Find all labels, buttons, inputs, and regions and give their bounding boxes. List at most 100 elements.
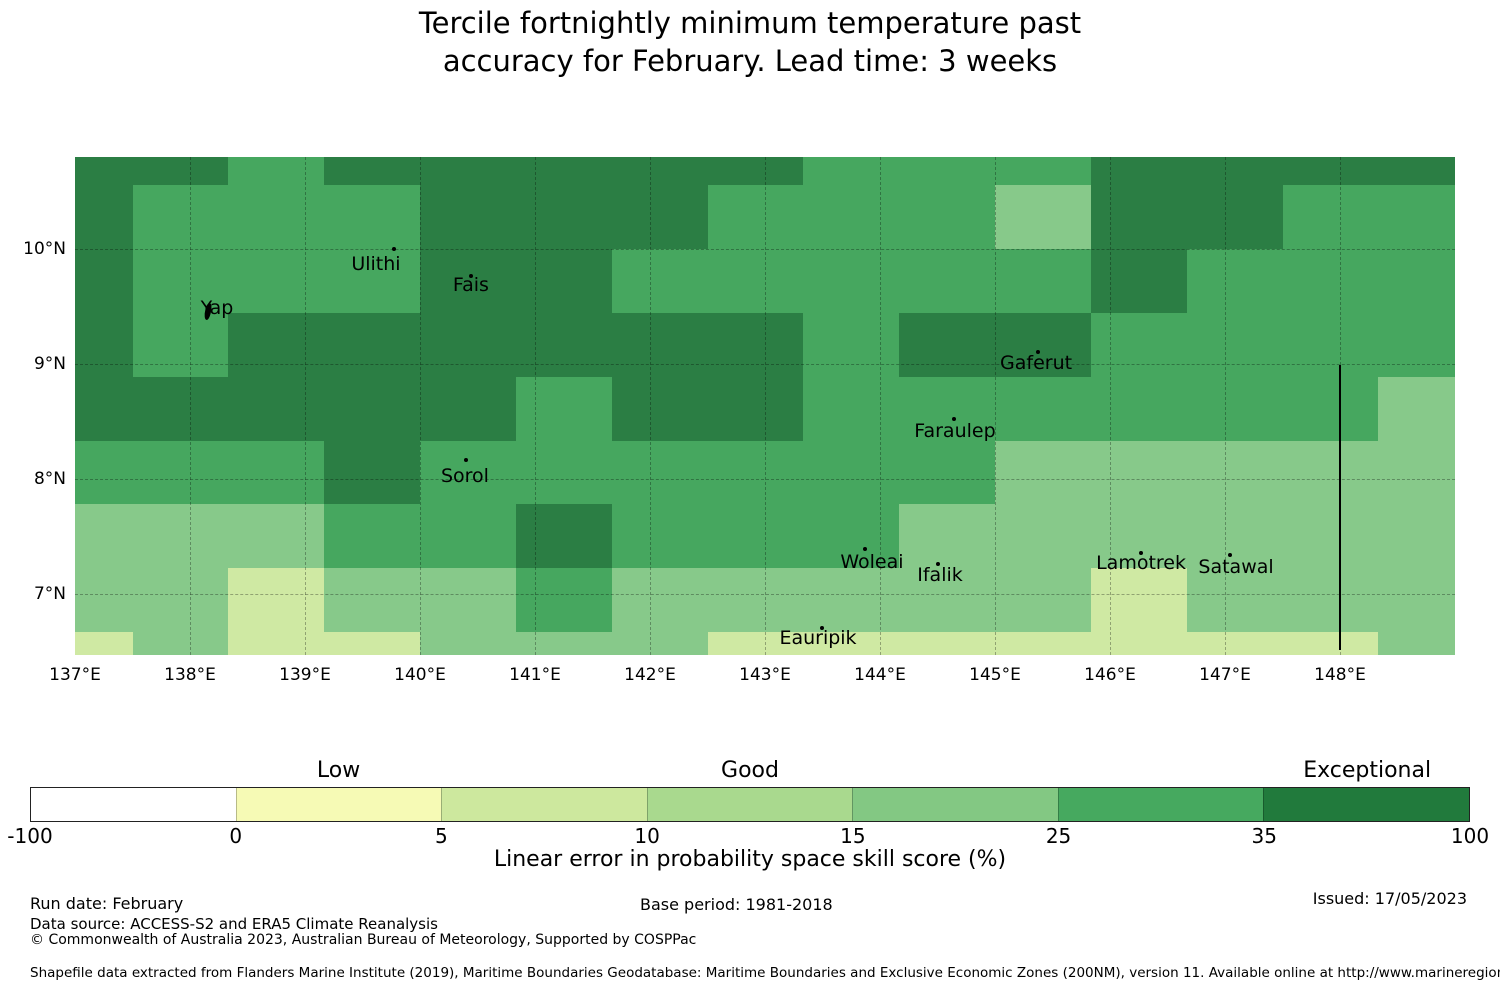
map-cell: [899, 632, 996, 656]
map-cell: [420, 632, 517, 656]
map-cell: [1378, 312, 1456, 378]
colorbar-tick-label: 35: [1251, 824, 1278, 848]
colorbar: [30, 787, 1470, 822]
map-cell: [707, 504, 804, 569]
map-cell: [611, 184, 708, 250]
colorbar-tick-label: 25: [1045, 824, 1072, 848]
map-cell: [803, 440, 900, 505]
y-tick-label: 7°N: [33, 583, 66, 604]
island-marker-ulithi: [392, 246, 396, 251]
map-cell: [1186, 248, 1283, 314]
meridian-gridline: [765, 157, 766, 655]
map-cell: [132, 248, 229, 314]
map-cell: [707, 568, 804, 633]
map-cell: [803, 248, 900, 314]
island-marker-gaferut: [1036, 349, 1040, 354]
map-cell: [707, 184, 804, 250]
map-cell: [1378, 376, 1456, 442]
colorbar-segment: [852, 788, 1058, 821]
map-cell: [899, 440, 996, 505]
map-cell: [420, 184, 517, 250]
island-label-faraulep: Faraulep: [914, 420, 996, 443]
map-cell: [324, 312, 421, 378]
island-marker-fais: [468, 273, 473, 278]
x-tick-label: 141°E: [509, 665, 561, 685]
map-cell: [611, 568, 708, 633]
map-cell: [707, 440, 804, 505]
map-cell: [228, 376, 325, 442]
map-cell: [324, 248, 421, 314]
x-tick-label: 139°E: [279, 665, 331, 685]
island-label-sorol: Sorol: [440, 464, 489, 487]
map-cell: [1282, 504, 1379, 569]
y-tick-label: 9°N: [33, 353, 66, 374]
map-cell: [228, 632, 325, 656]
map-cell: [420, 157, 517, 186]
y-tick-label: 8°N: [33, 468, 66, 489]
island-label-gaferut: Gaferut: [1000, 352, 1073, 375]
map-cell: [324, 632, 421, 656]
meridian-gridline: [880, 157, 881, 655]
parallel-gridline: [75, 248, 1455, 250]
parallel-gridline: [75, 478, 1455, 480]
map-cell: [1186, 632, 1283, 656]
colorbar-tick-label: 0: [229, 824, 243, 848]
meridian-gridline: [995, 157, 996, 655]
map-cell: [1090, 504, 1188, 569]
map-cell: [803, 312, 900, 378]
island-label-lamotrek: Lamotrek: [1096, 552, 1186, 575]
island-label-woleai: Woleai: [840, 551, 904, 574]
map-cell: [75, 376, 133, 442]
map-cell: [1090, 632, 1188, 656]
map-cell: [995, 568, 1092, 633]
map-cell: [1090, 184, 1188, 250]
map-cell: [611, 440, 708, 505]
island-label-ifalik: Ifalik: [917, 564, 963, 587]
map-cell: [1282, 632, 1379, 656]
map-cell: [707, 248, 804, 314]
map-cell: [899, 376, 996, 442]
map-cell: [132, 504, 229, 569]
map-cell: [611, 312, 708, 378]
map-cell: [803, 376, 900, 442]
map-cell: [420, 568, 517, 633]
meridian-gridline: [190, 157, 191, 655]
island-label-ulithi: Ulithi: [351, 253, 401, 276]
map-cell: [324, 157, 421, 186]
colorbar-tick-label: 15: [840, 824, 866, 848]
map-cell: [132, 184, 229, 250]
map-cell: [75, 568, 133, 633]
island-marker-woleai: [863, 547, 868, 551]
x-tick-label: 145°E: [969, 665, 1021, 685]
map-cell: [1282, 376, 1379, 442]
map-cell: [1378, 184, 1456, 250]
colorbar-segment: [31, 788, 236, 821]
map-cell: [132, 312, 229, 378]
map-cell: [515, 248, 613, 314]
map-cell: [75, 312, 133, 378]
map-cell: [1090, 157, 1188, 186]
map-cell: [515, 376, 613, 442]
map-cell: [515, 184, 613, 250]
x-tick-label: 140°E: [394, 665, 446, 685]
map-cell: [803, 184, 900, 250]
map-cell: [803, 632, 900, 656]
map-cell: [1186, 376, 1283, 442]
map-cell: [75, 184, 133, 250]
map-cell: [228, 312, 325, 378]
map-cell: [707, 312, 804, 378]
map-cell: [75, 157, 133, 186]
map-cell: [132, 632, 229, 656]
colorbar-tick-label: 5: [435, 824, 448, 848]
data-source-text: Data source: ACCESS-S2 and ERA5 Climate …: [30, 915, 438, 933]
map-cell: [1090, 248, 1188, 314]
map-cell: [1378, 568, 1456, 633]
colorbar-category-label: Low: [316, 758, 361, 783]
colorbar-segment: [441, 788, 647, 821]
map-cell: [803, 157, 900, 186]
run-date-text: Run date: February: [30, 894, 184, 913]
parallel-gridline: [75, 363, 1455, 365]
island-label-yap: Yap: [200, 296, 234, 319]
x-tick-label: 147°E: [1199, 665, 1251, 685]
